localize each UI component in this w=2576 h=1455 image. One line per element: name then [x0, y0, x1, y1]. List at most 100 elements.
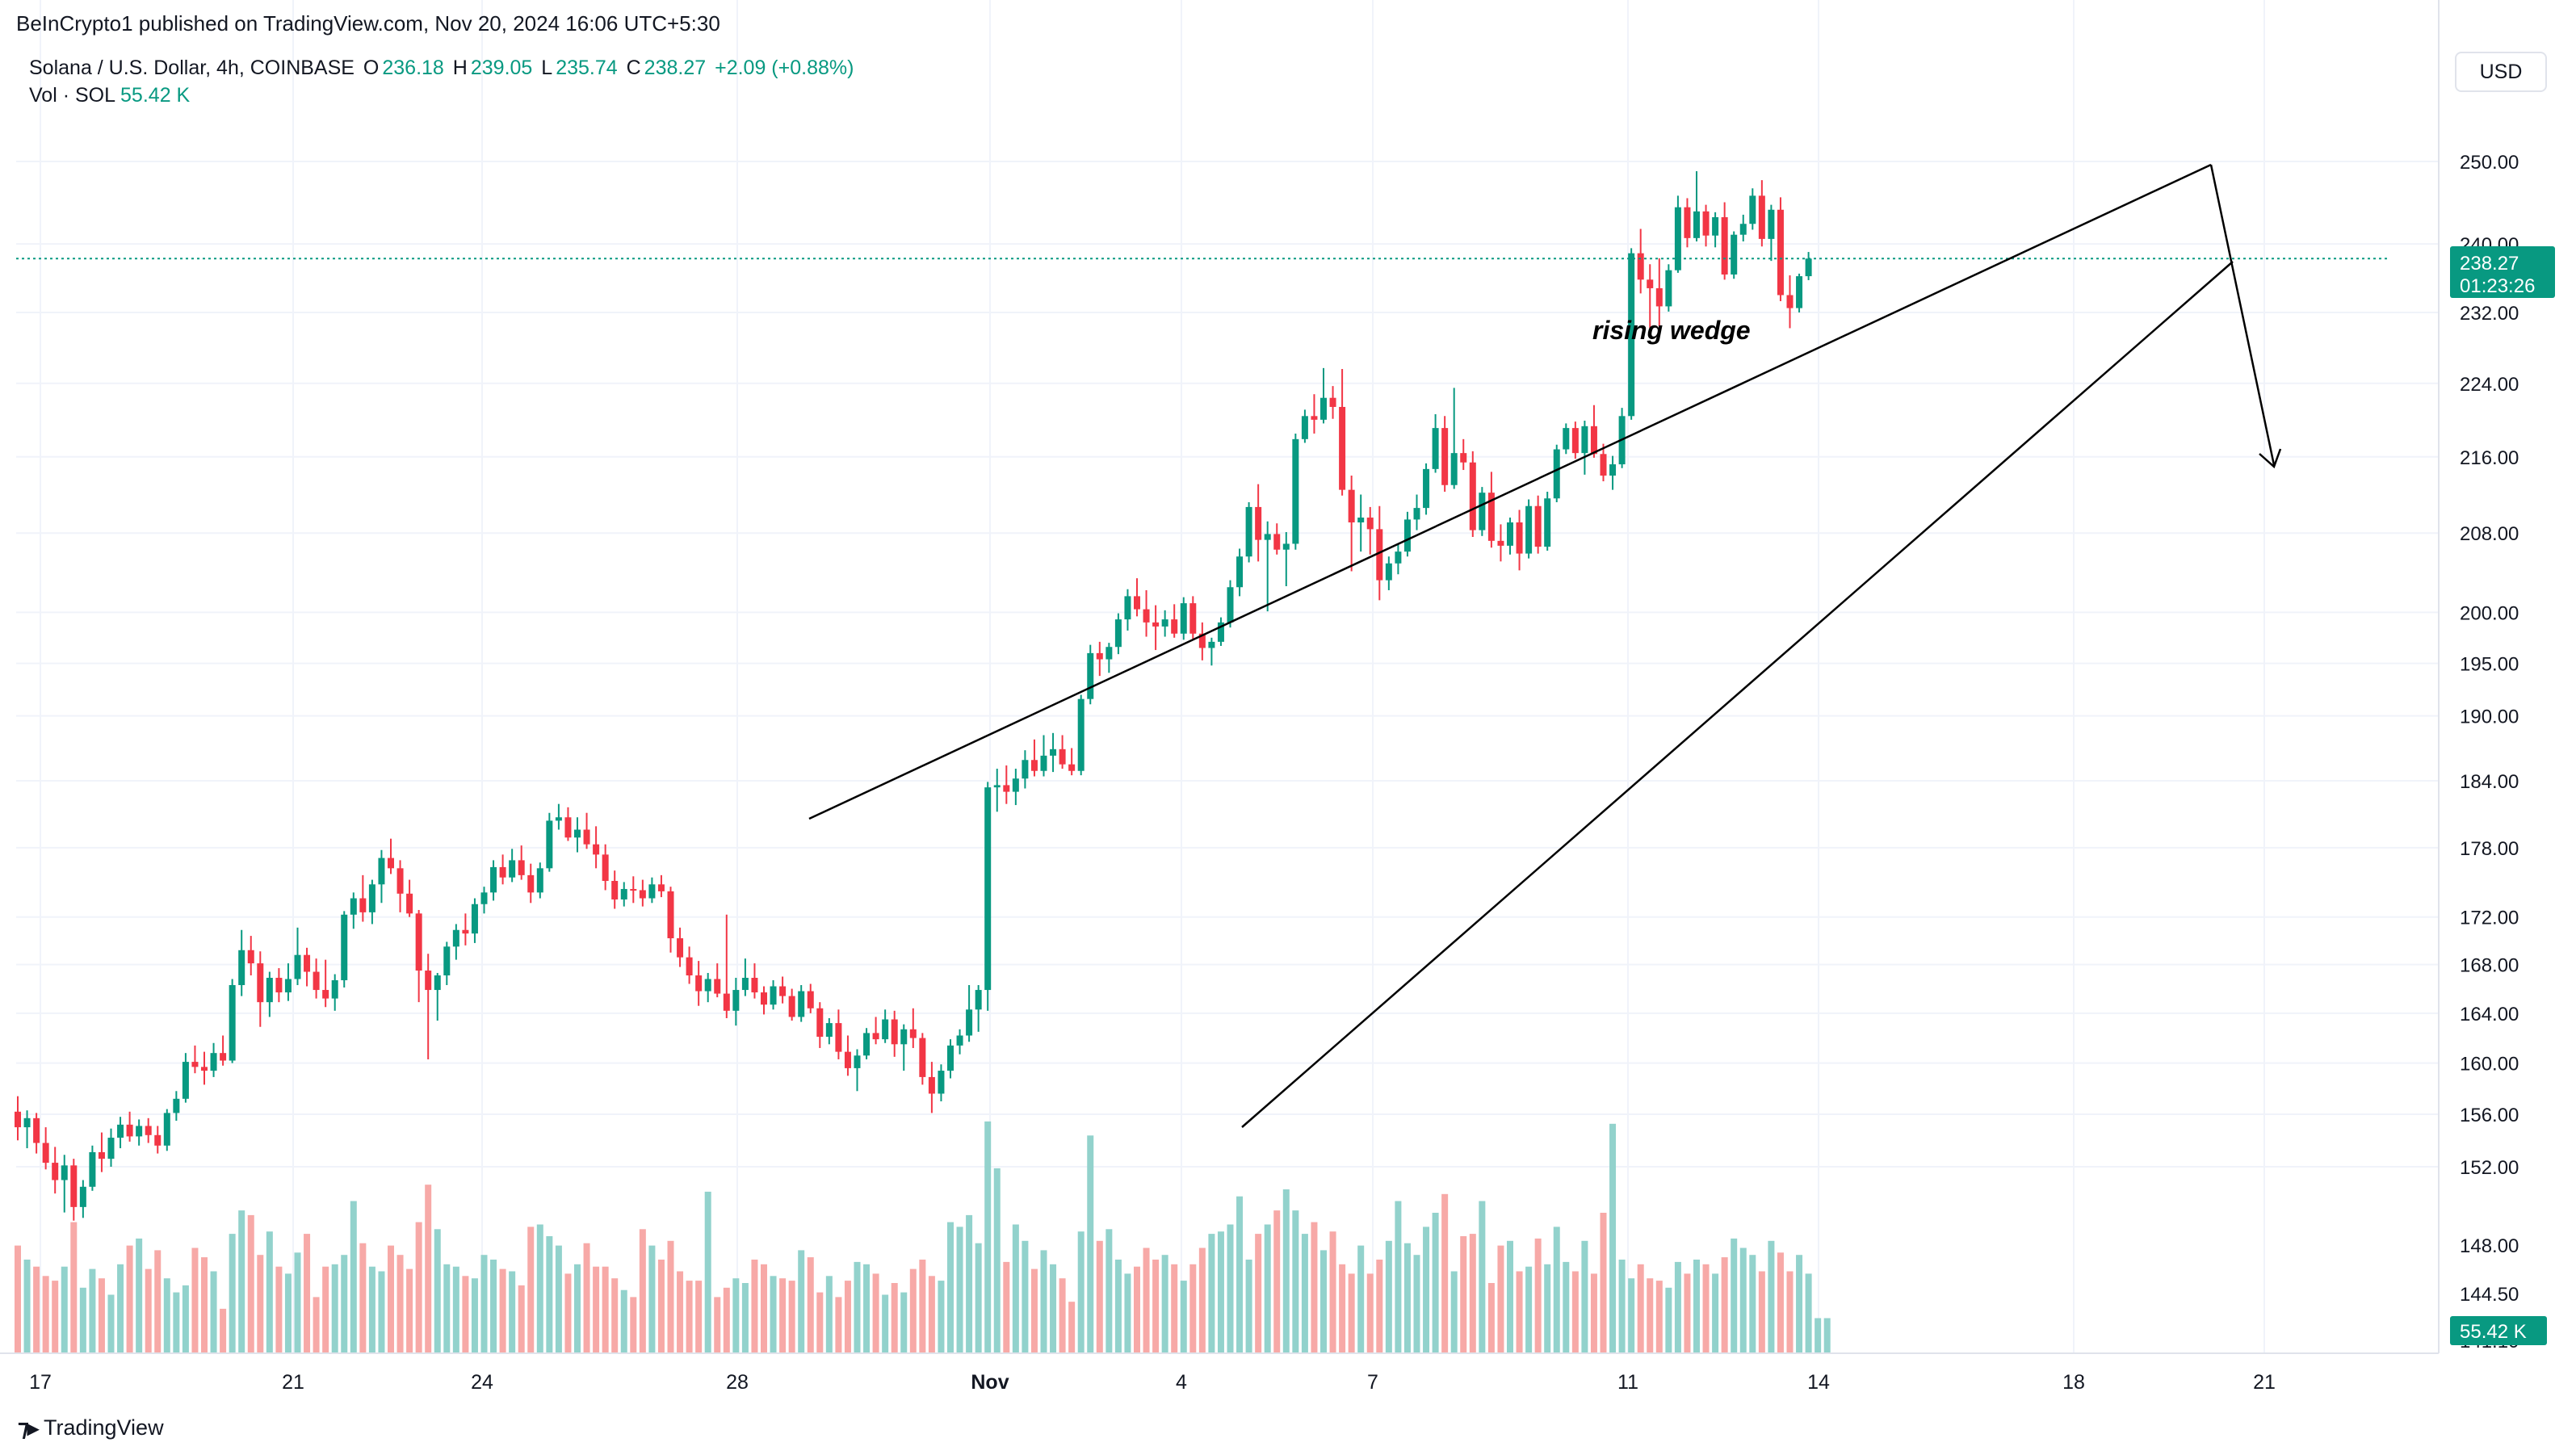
- volume-bar: [1050, 1264, 1057, 1353]
- volume-bar: [1628, 1278, 1635, 1353]
- volume-bar: [779, 1278, 787, 1353]
- volume-bar: [471, 1278, 478, 1353]
- candle: [1217, 617, 1224, 646]
- candle-body: [304, 954, 311, 972]
- candle-body: [825, 1023, 833, 1038]
- volume-bar: [1731, 1238, 1738, 1353]
- volume-bar: [1768, 1240, 1775, 1353]
- volume-bar: [1702, 1264, 1710, 1353]
- candle-body: [1534, 505, 1542, 547]
- candle: [1571, 421, 1579, 459]
- candle-body: [23, 1117, 31, 1128]
- last-price-tag: 238.27 01:23:26: [2450, 246, 2555, 298]
- candle: [900, 1024, 908, 1071]
- candle: [406, 879, 413, 917]
- volume-bar: [1590, 1273, 1597, 1353]
- candle-body: [201, 1067, 208, 1071]
- volume-bar: [1255, 1234, 1262, 1353]
- volume-bar: [107, 1294, 115, 1353]
- candle: [657, 874, 665, 898]
- candle: [574, 817, 581, 853]
- volume-bar: [1647, 1278, 1654, 1353]
- volume-histogram: [15, 1121, 1831, 1353]
- currency-button[interactable]: USD: [2455, 52, 2547, 92]
- volume-bar: [79, 1287, 86, 1353]
- candle-body: [1637, 253, 1644, 280]
- candle: [443, 941, 451, 986]
- y-tick-label: 160.00: [2460, 1054, 2519, 1076]
- symbol-legend[interactable]: Solana / U.S. Dollar, 4h, COINBASE O 236.…: [29, 57, 857, 80]
- volume-bar: [1497, 1245, 1504, 1353]
- volume-legend[interactable]: Vol · SOL 55.42 K: [29, 84, 190, 107]
- volume-bar: [657, 1260, 665, 1353]
- volume-bar: [1152, 1260, 1160, 1353]
- volume-bar: [117, 1264, 124, 1353]
- candle: [238, 929, 245, 996]
- candle-body: [928, 1076, 935, 1094]
- volume-bar: [1479, 1201, 1486, 1353]
- volume-bar: [247, 1214, 254, 1353]
- candle: [891, 1010, 898, 1057]
- candle: [938, 1064, 945, 1102]
- rising-wedge-drawing: rising wedge: [808, 163, 2282, 1128]
- candle-body: [1581, 426, 1588, 454]
- volume-bar: [1096, 1240, 1103, 1353]
- brand-name: TradingView: [43, 1415, 164, 1440]
- candle-body: [145, 1126, 152, 1135]
- candle: [648, 877, 656, 904]
- candle: [1329, 386, 1336, 419]
- candle-body: [1022, 760, 1029, 779]
- candle: [1721, 202, 1728, 280]
- candle: [639, 879, 646, 907]
- volume-bar: [434, 1229, 441, 1353]
- candle: [154, 1126, 162, 1154]
- candle: [1022, 750, 1029, 789]
- candle: [714, 963, 721, 998]
- candle: [770, 980, 777, 1010]
- candle: [723, 914, 730, 1018]
- candle: [882, 1009, 889, 1043]
- candle: [388, 838, 394, 874]
- volume-bar: [1357, 1245, 1365, 1353]
- y-tick-label: 200.00: [2460, 602, 2519, 624]
- volume-bar: [70, 1222, 78, 1353]
- volume-bar: [518, 1285, 525, 1353]
- candle-body: [313, 971, 320, 991]
- candle: [741, 958, 749, 996]
- candle: [732, 978, 740, 1026]
- volume-bar: [909, 1268, 917, 1353]
- tradingview-brand[interactable]: ⁊▸ TradingView: [18, 1415, 164, 1441]
- volume-bar: [1273, 1210, 1281, 1353]
- candle: [1497, 524, 1504, 562]
- volume-bar: [1721, 1257, 1728, 1353]
- candle-body: [1674, 207, 1681, 270]
- candle: [956, 1029, 963, 1055]
- volume-bar: [1777, 1252, 1784, 1353]
- candle-body: [1571, 428, 1579, 454]
- candle-body: [247, 950, 254, 964]
- x-tick-label: 28: [726, 1371, 749, 1394]
- candle-body: [863, 1033, 871, 1056]
- volume-bar: [89, 1268, 96, 1353]
- volume-bar: [61, 1266, 68, 1353]
- volume-bar: [1815, 1318, 1822, 1353]
- candle-body: [1161, 619, 1168, 627]
- candle-body: [1479, 493, 1486, 530]
- open-value: 236.18: [382, 57, 444, 79]
- x-tick-label: 11: [1617, 1371, 1638, 1394]
- volume-bar: [1441, 1193, 1449, 1353]
- candle-body: [583, 829, 590, 845]
- volume-bar: [238, 1210, 245, 1353]
- volume-bar: [163, 1278, 170, 1353]
- candle-body: [975, 990, 982, 1010]
- candle: [583, 812, 590, 849]
- volume-bar: [1189, 1264, 1197, 1353]
- volume-bar: [761, 1264, 767, 1353]
- candle-body: [471, 904, 478, 934]
- volume-bar: [966, 1214, 973, 1353]
- candle-body: [872, 1033, 879, 1040]
- candle: [928, 1062, 935, 1113]
- volume-bar: [1003, 1261, 1010, 1353]
- candle: [863, 1028, 871, 1059]
